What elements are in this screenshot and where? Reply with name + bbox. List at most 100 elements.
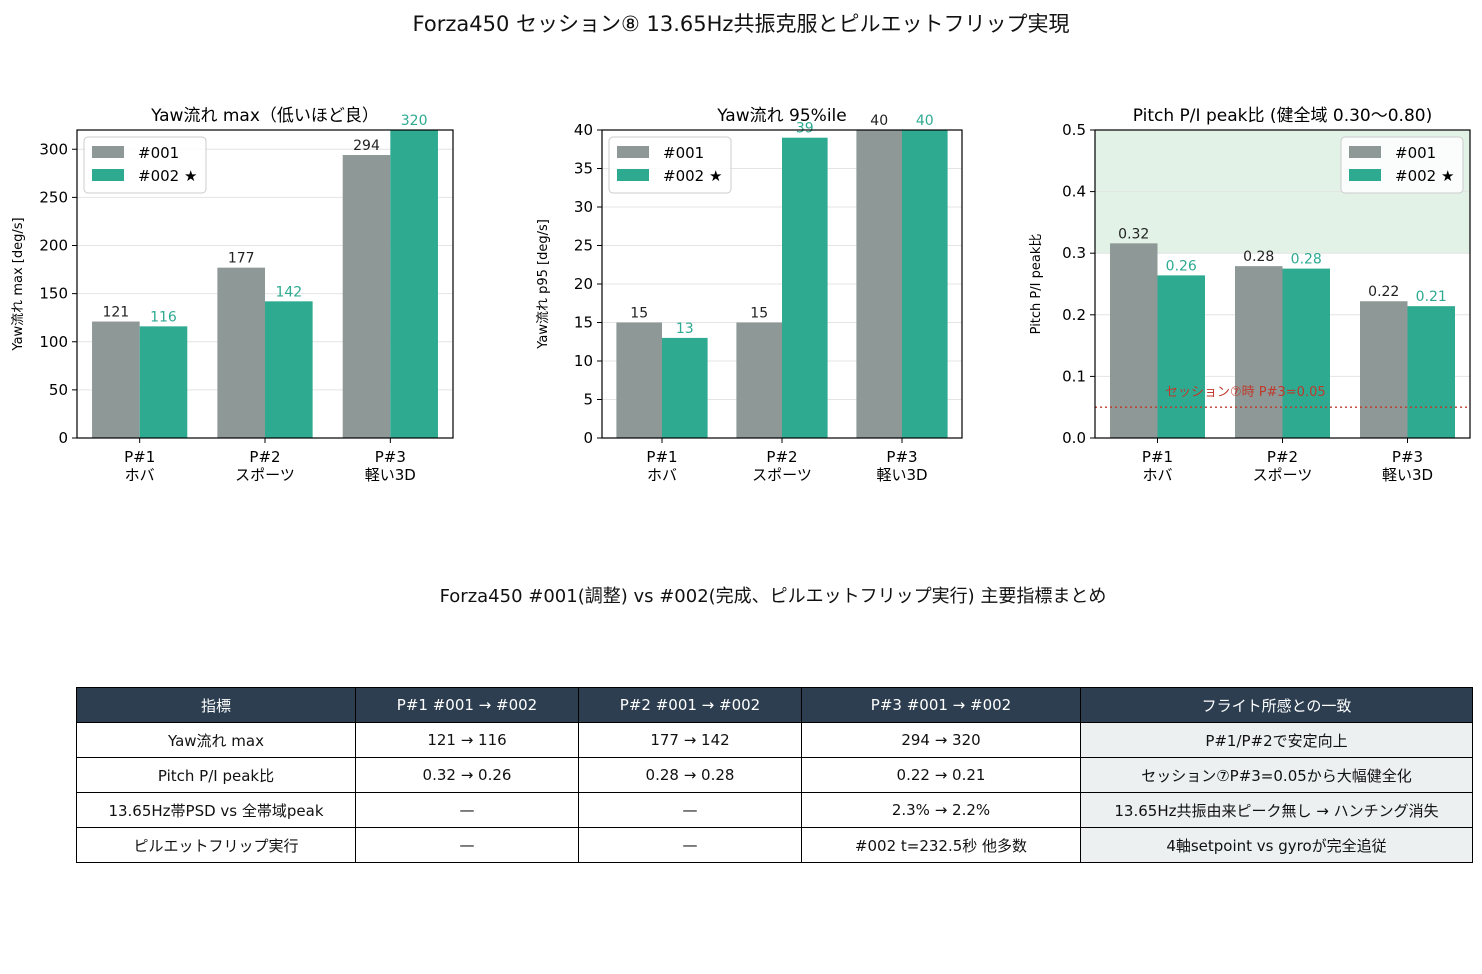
table-cell: Yaw流れ max (76, 722, 356, 758)
data-label: 320 (401, 113, 428, 129)
header-cell: P#1 #001 → #002 (355, 687, 579, 723)
header-cell: フライト所感との一致 (1080, 687, 1473, 723)
table-row: ピルエットフリップ実行 — — #002 t=232.5秒 他多数 4軸setp… (76, 827, 1473, 863)
bar-002 (1282, 268, 1330, 438)
data-label: 13 (676, 321, 694, 337)
bar-002 (265, 301, 313, 438)
legend-swatch (1349, 169, 1381, 181)
legend-label: #002 ★ (663, 167, 722, 185)
data-label: 39 (796, 121, 814, 137)
x-tick-label: P#1 ホバ (1142, 448, 1173, 484)
table-cell: 121 → 116 (355, 722, 579, 758)
y-tick-label: 150 (39, 285, 68, 303)
table-cell: 0.22 → 0.21 (801, 757, 1081, 793)
table-header-row: 指標 P#1 #001 → #002 P#2 #001 → #002 P#3 #… (76, 687, 1473, 723)
y-tick-label: 35 (574, 160, 593, 178)
y-axis-label: Yaw流れ p95 [deg/s] (536, 219, 551, 350)
bar-001 (856, 130, 902, 438)
y-tick-label: 0 (583, 429, 593, 447)
data-label: 0.28 (1291, 252, 1322, 268)
table-cell: — (355, 792, 579, 828)
x-tick-label: P#1 ホバ (124, 448, 155, 484)
table-cell: 177 → 142 (578, 722, 802, 758)
y-tick-label: 0.3 (1062, 244, 1086, 262)
reference-label: セッション⑦時 P#3=0.05 (1165, 385, 1326, 400)
legend-swatch (92, 169, 124, 181)
bar-001 (1235, 266, 1283, 438)
y-tick-label: 200 (39, 237, 68, 255)
chart-title: Pitch P/I peak比 (健全域 0.30〜0.80) (1133, 106, 1432, 126)
x-tick-label: P#3 軽い3D (365, 448, 416, 484)
data-label: 294 (353, 138, 380, 154)
data-label: 15 (630, 306, 648, 322)
table-cell: Pitch P/I peak比 (76, 757, 356, 793)
y-tick-label: 5 (583, 391, 593, 409)
bar-001 (217, 267, 265, 438)
bar-002 (390, 130, 438, 438)
legend-swatch (617, 146, 649, 158)
x-tick-label: P#2 スポーツ (235, 448, 295, 484)
header-cell: P#2 #001 → #002 (578, 687, 802, 723)
bar-002 (662, 337, 708, 438)
legend-swatch (617, 169, 649, 181)
bar-001 (1360, 301, 1408, 438)
table-title: Forza450 #001(調整) vs #002(完成、ピルエットフリップ実行… (439, 586, 1107, 607)
y-tick-label: 25 (574, 237, 593, 255)
bar-002 (139, 326, 188, 438)
table-cell-note: 13.65Hz共振由来ピーク無し → ハンチング消失 (1080, 792, 1473, 828)
y-axis-label: Yaw流れ max [deg/s] (11, 217, 26, 351)
y-tick-label: 40 (574, 121, 593, 139)
chart-yaw-max: 0 50 100 150 200 250 300 121 116 P#1 ホバ 177 142 P#2 スポ… (11, 106, 454, 484)
legend-label: #002 ★ (1395, 167, 1454, 185)
chart-yaw-p95: 0 5 10 15 20 25 30 35 40 15 13 P#1 ホバ 15 39 P#2 スポーツ 40 40… (536, 106, 963, 484)
chart-title: Yaw流れ max（低いほど良） (150, 106, 379, 126)
y-tick-label: 10 (574, 352, 593, 370)
data-label: 121 (102, 305, 129, 321)
data-label: 0.26 (1166, 258, 1197, 274)
y-tick-label: 0 (58, 429, 68, 447)
chart-title: Yaw流れ 95%ile (716, 106, 846, 126)
header-cell: P#3 #001 → #002 (801, 687, 1081, 723)
y-tick-label: 0.5 (1062, 121, 1086, 139)
x-tick-label: P#1 ホバ (646, 448, 677, 484)
table-cell-note: 4軸setpoint vs gyroが完全追従 (1080, 827, 1473, 863)
y-tick-label: 0.2 (1062, 306, 1086, 324)
data-label: 40 (870, 113, 888, 129)
bar-002 (1157, 275, 1205, 438)
table-cell: 2.3% → 2.2% (801, 792, 1081, 828)
summary-table: 指標 P#1 #001 → #002 P#2 #001 → #002 P#3 #… (76, 687, 1473, 863)
table-cell: 0.28 → 0.28 (578, 757, 802, 793)
data-label: 116 (150, 309, 177, 325)
table-cell-note: P#1/P#2で安定向上 (1080, 722, 1473, 758)
axes-frame (76, 129, 454, 439)
bar-002 (782, 137, 828, 438)
x-tick-label: P#2 スポーツ (1253, 448, 1313, 484)
table-row: 13.65Hz帯PSD vs 全帯域peak — — 2.3% → 2.2% 1… (76, 792, 1473, 828)
y-tick-label: 20 (574, 275, 593, 293)
legend-swatch (1349, 146, 1381, 158)
y-tick-label: 50 (49, 381, 68, 399)
y-axis-label: Pitch P/I peak比 (1029, 234, 1044, 335)
legend-label: #001 (1395, 144, 1436, 162)
table-cell: #002 t=232.5秒 他多数 (801, 827, 1081, 863)
data-label: 0.21 (1416, 289, 1447, 305)
table-cell: — (355, 827, 579, 863)
data-label: 142 (275, 284, 302, 300)
x-tick-label: P#3 軽い3D (876, 448, 927, 484)
bar-002 (1407, 306, 1455, 438)
table-cell: — (578, 827, 802, 863)
table-row: Yaw流れ max 121 → 116 177 → 142 294 → 320 … (76, 722, 1473, 758)
data-label: 0.32 (1118, 226, 1149, 242)
legend-label: #002 ★ (138, 167, 197, 185)
axes-frame (601, 129, 963, 439)
y-tick-label: 100 (39, 333, 68, 351)
table-cell: ピルエットフリップ実行 (76, 827, 356, 863)
data-label: 15 (750, 306, 768, 322)
bar-002 (902, 130, 948, 438)
bar-001 (92, 321, 140, 438)
data-label: 0.28 (1243, 249, 1274, 265)
table-cell-note: セッション⑦P#3=0.05から大幅健全化 (1080, 757, 1473, 793)
y-tick-label: 300 (39, 140, 68, 158)
chart-pitch-pi-ratio: 0.0 0.1 0.2 0.3 0.4 0.5 0.32 0.26 P#1 ホバ 0.28 0.28 P… (1029, 106, 1471, 484)
table-cell: 294 → 320 (801, 722, 1081, 758)
